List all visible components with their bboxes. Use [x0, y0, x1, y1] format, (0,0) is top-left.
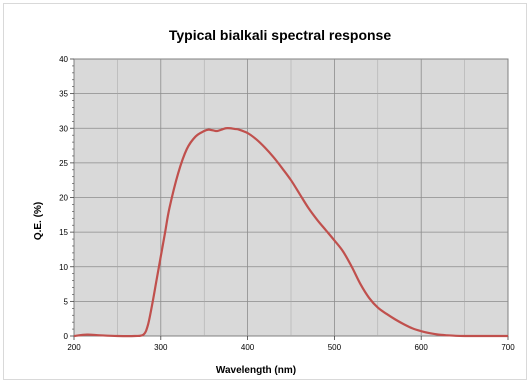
y-tick-labels: 0 5 10 15 20 25 30 35 40 [59, 55, 68, 341]
x-axis-label: Wavelength (nm) [216, 365, 296, 376]
y-tick-label: 35 [59, 90, 68, 99]
x-tick-labels: 200 300 400 500 600 700 [67, 343, 515, 352]
x-tick-label: 400 [241, 343, 255, 352]
y-tick-label: 0 [64, 332, 69, 341]
y-tick-label: 10 [59, 263, 68, 272]
grid-lines [70, 58, 509, 340]
y-axis-label: Q.E. (%) [33, 202, 44, 240]
y-tick-label: 30 [59, 124, 68, 133]
y-tick-label: 5 [64, 297, 69, 306]
y-tick-label: 20 [59, 194, 68, 203]
spectral-response-chart: 200 300 400 500 600 700 0 5 10 15 20 25 30 35 40 Typi… [33, 27, 515, 376]
x-tick-label: 200 [67, 343, 81, 352]
x-tick-label: 600 [415, 343, 429, 352]
y-tick-label: 15 [59, 228, 68, 237]
x-tick-label: 700 [501, 343, 515, 352]
chart-frame: 200 300 400 500 600 700 0 5 10 15 20 25 30 35 40 Typi… [3, 3, 527, 380]
qe-series-line [73, 127, 508, 338]
series-group [73, 127, 508, 338]
x-tick-label: 500 [328, 343, 342, 352]
y-tick-label: 25 [59, 159, 68, 168]
y-tick-label: 40 [59, 55, 68, 64]
x-tick-label: 300 [154, 343, 168, 352]
chart-title: Typical bialkali spectral response [169, 27, 391, 43]
